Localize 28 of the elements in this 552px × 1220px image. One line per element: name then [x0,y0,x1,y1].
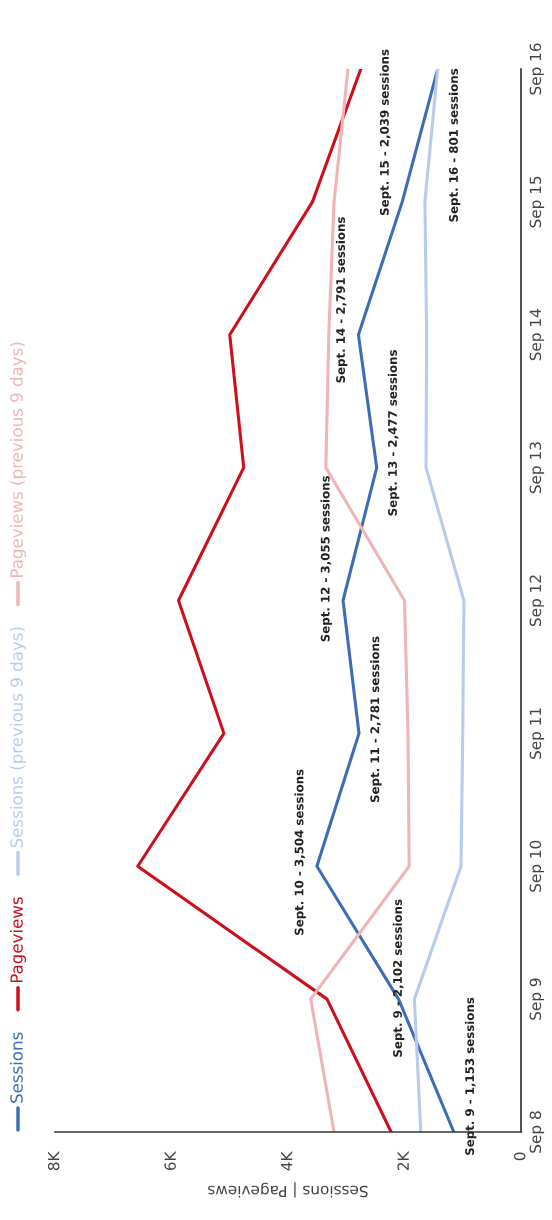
annotation: Sept. 12 - 3,055 sessions [320,475,332,642]
annotation: Sept. 13 - 2,477 sessions [387,350,400,516]
y-tick-label: Sep 11 [529,708,545,759]
annotation: Sept. 9 - 2,102 sessions [392,899,405,1057]
x-tick-label: 2K [397,1151,409,1171]
x-axis-title: Sessions | Pageviews [208,1182,368,1198]
x-tick-label: 4K [281,1151,293,1171]
y-tick-label: Sep 13 [529,442,545,494]
y-tick-label: Sep 14 [529,309,545,361]
x-tick-label: 6K [164,1151,176,1171]
y-tick-label: Sep 15 [529,176,545,228]
annotation: Sept. 10 - 3,504 sessions [294,769,306,935]
y-tick-label: Sep 12 [529,575,545,627]
text: Sessions (previous 9 days) [9,627,27,848]
annotation: Sept. 15 - 2,039 sessions [379,49,392,216]
text: Pageviews [9,897,27,983]
annotation: Sept. 11 - 2,781 sessions [370,636,382,803]
y-tick-label: Sep 10 [529,840,545,892]
annotation: Sept. 16 - 801 sessions [448,68,461,222]
y-tick-label: Sep 16 [529,43,545,95]
x-tick-label: 0 [513,1152,526,1161]
annotation: Sept. 9 - 1,153 sessions [464,997,477,1155]
text: Pageviews (previous 9 days) [9,342,27,577]
x-tick-label: 8K [47,1151,60,1171]
y-tick-label: Sep 8 [529,1111,545,1153]
annotation: Sept. 14 - 2,791 sessions [335,217,348,383]
text: Sessions [9,1032,23,1103]
y-tick-label: Sep 9 [529,978,545,1020]
